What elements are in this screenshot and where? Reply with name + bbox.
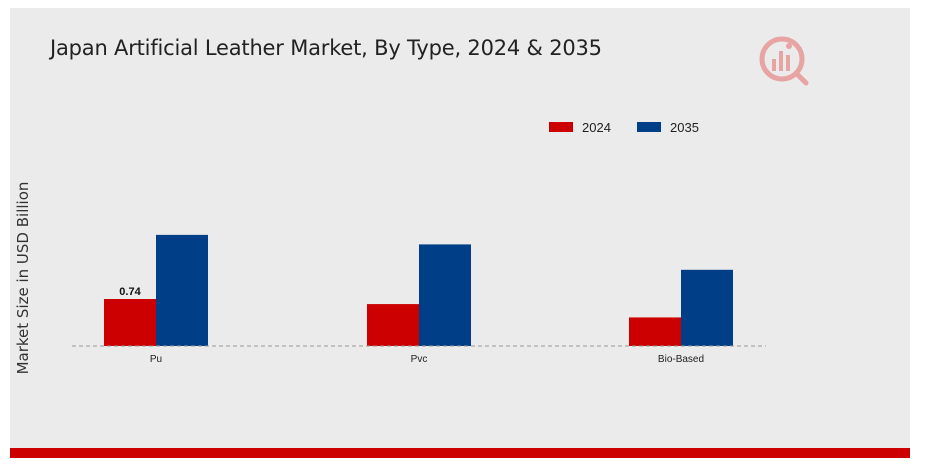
x-tick-label-pvc: Pvc [411, 354, 428, 365]
x-tick-label-pu: Pu [150, 354, 162, 365]
bar-2024-pvc [367, 304, 419, 346]
bar-2035-bio-based [681, 269, 733, 346]
legend-swatch-2035 [637, 122, 661, 132]
bar-2024-bio-based [629, 317, 681, 346]
legend-swatch-2024 [549, 122, 573, 132]
legend-label-2035: 2035 [670, 120, 699, 135]
x-tick-label-bio-based: Bio-Based [658, 354, 704, 365]
bottom-accent-bar [10, 448, 910, 458]
chart-title: Japan Artificial Leather Market, By Type… [50, 36, 602, 60]
bar-2035-pu [156, 234, 208, 346]
chart-background [10, 8, 910, 448]
bar-2024-pu [104, 299, 156, 346]
legend-label-2024: 2024 [582, 120, 611, 135]
bar-2035-pvc [419, 244, 471, 346]
data-label-2024-pu: 0.74 [119, 286, 141, 298]
brand-logo-icon [759, 36, 809, 86]
